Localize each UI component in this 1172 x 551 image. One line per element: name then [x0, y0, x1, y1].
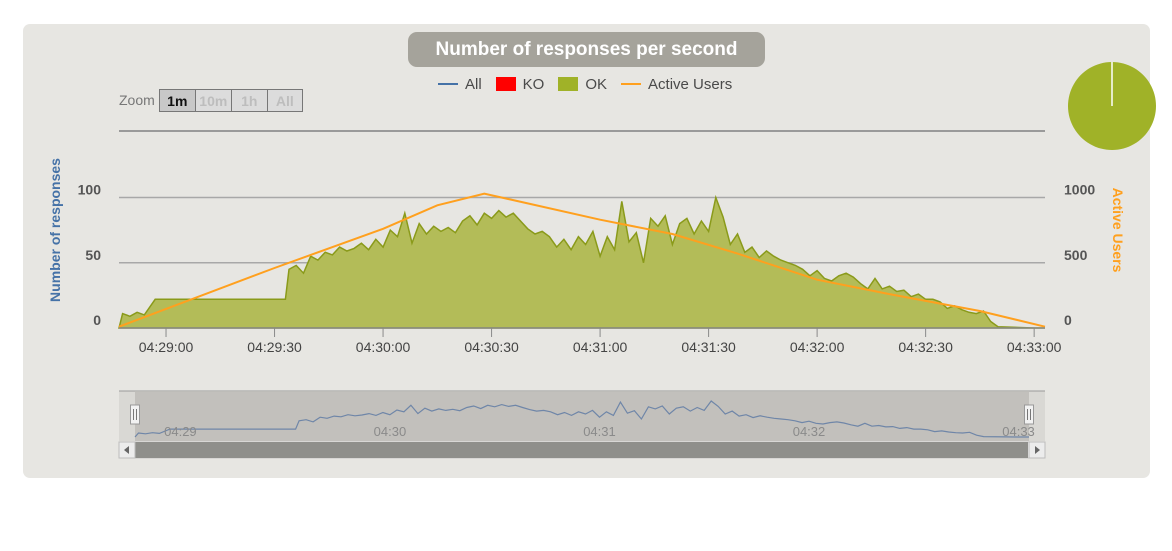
navigator-label: 04:31: [583, 424, 616, 439]
navigator-label: 04:32: [793, 424, 826, 439]
chevron-right-icon: [1035, 446, 1040, 454]
y-axis-ticks: 0 50 100: [78, 182, 102, 329]
legend-item-active-users[interactable]: Active Users: [621, 76, 732, 93]
x-axis-ticks: 04:29:00 04:29:30 04:30:00 04:30:30 04:31:00…: [139, 328, 1062, 355]
legend-users-line-icon: [621, 83, 642, 85]
x-tick-label: 04:29:00: [139, 339, 194, 355]
x-tick-label: 04:32:00: [790, 339, 845, 355]
navigator-label: 04:33: [1002, 424, 1035, 439]
navigator-labels: 04:29 04:30 04:31 04:32 04:33: [164, 424, 1035, 439]
legend-ko-swatch-icon: [495, 77, 516, 91]
x-tick-label: 04:32:30: [898, 339, 953, 355]
legend-ok-swatch-icon: [558, 77, 579, 91]
x-tick-label: 04:33:00: [1007, 339, 1062, 355]
legend: All KO OK Active Users: [438, 74, 746, 94]
y2-tick-label: 0: [1064, 312, 1072, 328]
x-tick-label: 04:30:30: [464, 339, 519, 355]
y2-axis-ticks: 0 500 1000: [1064, 182, 1095, 329]
ok-ko-pie-chart[interactable]: [1067, 62, 1156, 150]
y-tick-label: 0: [93, 312, 101, 328]
legend-item-all[interactable]: All: [438, 76, 482, 93]
x-tick-label: 04:31:00: [573, 339, 628, 355]
navigator: 04:29 04:30 04:31 04:32 04:33: [118, 390, 1046, 459]
zoom-all-button[interactable]: All: [266, 88, 303, 112]
navigator-right-handle[interactable]: [1024, 404, 1034, 425]
navigator-series-line: [134, 400, 1029, 438]
navigator-label: 04:29: [164, 424, 197, 439]
y-tick-label: 50: [85, 247, 101, 263]
y-axis-title: Number of responses: [47, 158, 63, 302]
legend-all-label: All: [465, 75, 482, 93]
y2-axis-title: Active Users: [1110, 188, 1126, 273]
x-tick-label: 04:30:00: [356, 339, 411, 355]
legend-item-ok[interactable]: OK: [558, 76, 607, 93]
x-tick-label: 04:29:30: [247, 339, 302, 355]
legend-item-ko[interactable]: KO: [495, 75, 545, 93]
legend-all-line-icon: [438, 83, 458, 85]
navigator-label: 04:30: [374, 424, 407, 439]
y2-tick-label: 500: [1064, 247, 1088, 263]
zoom-control: Zoom 1m 10m 1h All: [119, 88, 303, 112]
zoom-label: Zoom: [119, 92, 155, 108]
chart-title: Number of responses per second: [408, 32, 765, 67]
navigator-selected-window[interactable]: [135, 391, 1029, 441]
legend-ko-label: KO: [522, 75, 545, 93]
scrollbar-thumb[interactable]: [135, 442, 1028, 458]
legend-ok-label: OK: [585, 75, 608, 93]
y-tick-label: 100: [78, 182, 102, 198]
zoom-1m-button[interactable]: 1m: [158, 88, 195, 112]
y2-tick-label: 1000: [1064, 182, 1095, 198]
chevron-left-icon: [124, 446, 129, 454]
navigator-handles: [130, 404, 1034, 425]
active-users-series-line[interactable]: [118, 192, 1046, 328]
ok-series-area[interactable]: [118, 194, 1045, 329]
zoom-1h-button[interactable]: 1h: [230, 88, 267, 112]
navigator-left-handle[interactable]: [130, 404, 140, 425]
x-tick-label: 04:31:30: [681, 339, 736, 355]
legend-users-label: Active Users: [648, 75, 733, 93]
zoom-10m-button[interactable]: 10m: [194, 88, 231, 112]
